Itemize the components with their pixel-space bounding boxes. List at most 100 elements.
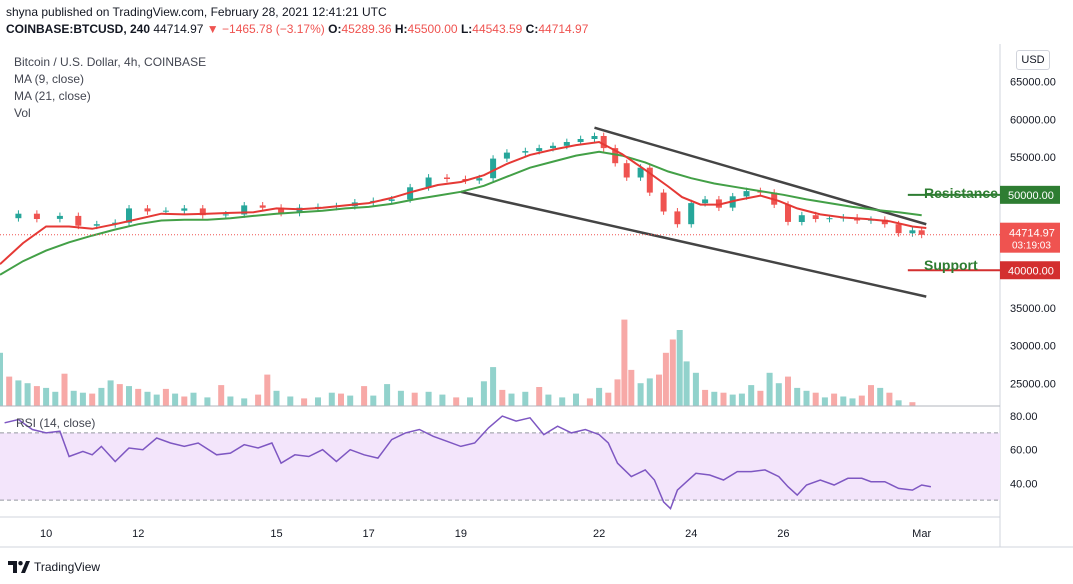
trend-line-lower — [460, 190, 927, 298]
volume-bar — [766, 372, 773, 407]
volume-bar — [116, 384, 123, 406]
volume-bar — [662, 352, 669, 406]
candle-body — [918, 230, 925, 235]
volume-bar — [79, 392, 86, 406]
volume-bar — [480, 381, 487, 406]
volume-bar — [98, 387, 105, 406]
rsi-tick-label: 80.00 — [1010, 411, 1038, 423]
volume-bar — [204, 397, 211, 406]
volume-bar — [33, 386, 40, 406]
candle-body — [503, 152, 510, 159]
candle-body — [812, 215, 819, 219]
ma9-legend[interactable]: MA (9, close) — [14, 72, 85, 86]
candle-body — [425, 177, 432, 188]
resistance-badge — [1000, 185, 1060, 204]
candle-body — [490, 158, 497, 179]
volume-bar — [287, 396, 294, 406]
candle-body — [278, 207, 285, 213]
volume-bar — [831, 393, 838, 406]
candle-body — [550, 145, 556, 149]
candle-body — [126, 208, 132, 223]
volume-bar — [775, 383, 782, 406]
rsi-axis-ticks: 80.00 60.00 40.00 — [1010, 411, 1038, 490]
volume-legend[interactable]: Vol — [14, 106, 31, 120]
volume-bar — [370, 395, 377, 406]
candle-body — [798, 215, 805, 222]
candle-body — [688, 203, 695, 225]
volume-bar — [439, 394, 446, 406]
volume-bar — [453, 397, 460, 406]
rsi-pane[interactable]: 80.00 60.00 40.00 — [0, 411, 1038, 510]
volume-bar — [748, 385, 755, 406]
volume-bar — [162, 388, 169, 406]
volume-bars — [0, 319, 916, 407]
volume-bar — [52, 391, 59, 407]
ma21-legend[interactable]: MA (21, close) — [14, 89, 91, 103]
time-tick-label: 22 — [593, 528, 605, 540]
candle-body — [612, 148, 619, 164]
footer-brand[interactable]: TradingView — [8, 556, 100, 578]
resistance-badge-label: 50000.00 — [1008, 190, 1054, 202]
support-badge-label: 40000.00 — [1008, 265, 1054, 277]
low-label: L: — [460, 22, 473, 36]
volume-bar — [43, 387, 50, 406]
candle-body — [259, 205, 266, 208]
symbol-name[interactable]: COINBASE:BTCUSD, 240 — [6, 22, 151, 36]
volume-bar — [0, 352, 3, 406]
volume-bar — [886, 392, 893, 406]
candle-body — [93, 224, 100, 226]
currency-button[interactable]: USD — [1016, 50, 1050, 70]
candle-body — [56, 215, 63, 219]
volume-bar — [411, 392, 418, 406]
price-tick-label: 30000.00 — [1010, 341, 1056, 353]
volume-bar — [669, 339, 676, 406]
volume-bar — [361, 386, 368, 406]
chart-title: Bitcoin / U.S. Dollar, 4h, COINBASE — [14, 55, 207, 69]
candle-body — [563, 142, 570, 146]
close-value: 44714.97 — [538, 22, 589, 36]
candle-body — [181, 208, 188, 211]
volume-bar — [89, 393, 96, 406]
volume-bar — [264, 374, 271, 406]
ma9-line — [0, 140, 927, 265]
volume-bar — [656, 374, 662, 406]
price-pane[interactable]: 65000.0060000.0055000.0050000.0045000.00… — [0, 44, 1060, 547]
time-tick-label: 19 — [455, 528, 467, 540]
volume-bar — [135, 388, 142, 406]
volume-bar — [181, 396, 188, 406]
candle-body — [577, 139, 584, 142]
volume-bar — [338, 393, 344, 406]
ma21-line — [0, 150, 922, 276]
volume-bar — [241, 398, 248, 406]
volume-bar — [490, 367, 497, 406]
volume-bar — [711, 391, 718, 407]
volume-bar — [499, 389, 506, 407]
rsi-legend[interactable]: RSI (14, close) — [16, 416, 96, 430]
footer-brand-text: TradingView — [34, 560, 101, 574]
volume-bar — [508, 393, 515, 406]
price-tick-label: 55000.00 — [1010, 152, 1056, 164]
time-tick-label: 12 — [132, 528, 144, 540]
high-label: H: — [394, 22, 408, 36]
candle-body — [536, 148, 543, 152]
volume-bar — [328, 392, 335, 406]
volume-bar — [172, 393, 179, 406]
tradingview-logo-icon — [8, 561, 30, 573]
candle-body — [388, 199, 395, 201]
countdown-label: 03:19:03 — [1012, 241, 1051, 252]
candle-body — [222, 214, 229, 216]
volume-bar — [107, 380, 114, 407]
candle-body — [600, 136, 607, 149]
volume-bar — [702, 389, 709, 407]
volume-bar — [126, 386, 132, 406]
volume-bar — [559, 397, 566, 406]
volume-bar — [218, 385, 225, 406]
open-label: O: — [328, 22, 342, 36]
candle-body — [660, 192, 667, 212]
current-price-badge-bg — [1000, 222, 1060, 253]
volume-bar — [522, 391, 529, 407]
price-tick-label: 25000.00 — [1010, 378, 1056, 390]
price-tick-label: 65000.00 — [1010, 77, 1056, 89]
